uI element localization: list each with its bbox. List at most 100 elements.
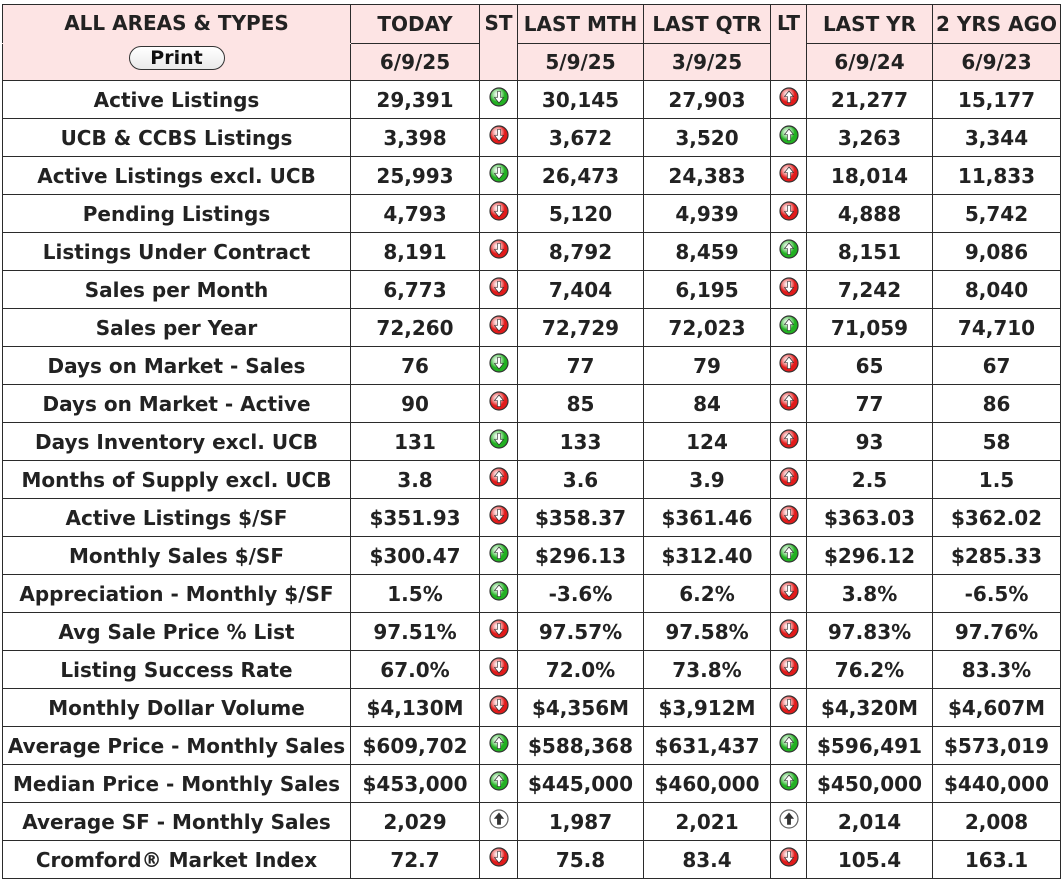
value-last-yr: 77 bbox=[806, 384, 933, 423]
value-last-mth: 72.0% bbox=[517, 650, 644, 689]
table-row: Listing Success Rate 67.0% 72.0% 73.8% 76.2%… bbox=[2, 650, 1061, 689]
arrow-up-green-icon bbox=[778, 315, 799, 335]
arrow-down-green-icon bbox=[488, 163, 509, 183]
value-today: 2,029 bbox=[350, 802, 480, 841]
lt-trend-cell bbox=[770, 460, 807, 499]
col-header-lt: LT bbox=[770, 4, 807, 81]
st-trend-cell bbox=[479, 840, 518, 879]
arrow-down-red-icon bbox=[778, 657, 799, 677]
value-two-yrs: 74,710 bbox=[932, 308, 1061, 347]
arrow-up-green-icon bbox=[778, 239, 799, 259]
value-last-mth: 97.57% bbox=[517, 612, 644, 651]
arrow-up-red-icon bbox=[778, 429, 799, 449]
value-last-yr: $4,320M bbox=[806, 688, 933, 727]
col-title-last-mth: LAST MTH bbox=[523, 12, 638, 36]
print-cell: Print bbox=[2, 43, 351, 81]
value-last-mth: $358.37 bbox=[517, 498, 644, 537]
value-last-qtr: 84 bbox=[643, 384, 771, 423]
value-today: 67.0% bbox=[350, 650, 480, 689]
row-label: Cromford® Market Index bbox=[2, 840, 351, 879]
value-last-yr: $596,491 bbox=[806, 726, 933, 765]
value-last-qtr: 6,195 bbox=[643, 270, 771, 309]
arrow-down-red-icon bbox=[778, 695, 799, 715]
value-last-mth: 30,145 bbox=[517, 80, 644, 119]
value-two-yrs: 5,742 bbox=[932, 194, 1061, 233]
value-today: 72,260 bbox=[350, 308, 480, 347]
col-title-last-yr: LAST YR bbox=[822, 12, 917, 36]
row-label: Active Listings $/SF bbox=[2, 498, 351, 537]
value-today: 76 bbox=[350, 346, 480, 385]
row-label: Average SF - Monthly Sales bbox=[2, 802, 351, 841]
arrow-up-red-icon bbox=[778, 467, 799, 487]
value-today: 72.7 bbox=[350, 840, 480, 879]
row-label: Days Inventory excl. UCB bbox=[2, 422, 351, 461]
arrow-down-red-icon bbox=[488, 619, 509, 639]
col-header-last-mth: LAST MTH bbox=[517, 4, 644, 44]
col-title-today: TODAY bbox=[377, 12, 453, 36]
value-last-qtr: $312.40 bbox=[643, 536, 771, 575]
value-today: 3.8 bbox=[350, 460, 480, 499]
row-label: Median Price - Monthly Sales bbox=[2, 764, 351, 803]
lt-trend-cell bbox=[770, 308, 807, 347]
value-last-yr: 2,014 bbox=[806, 802, 933, 841]
row-label: Active Listings bbox=[2, 80, 351, 119]
value-two-yrs: 83.3% bbox=[932, 650, 1061, 689]
st-trend-cell bbox=[479, 194, 518, 233]
value-last-mth: $445,000 bbox=[517, 764, 644, 803]
table-row: Active Listings excl. UCB 25,993 26,473 24,… bbox=[2, 156, 1061, 195]
row-label: Months of Supply excl. UCB bbox=[2, 460, 351, 499]
value-two-yrs: $362.02 bbox=[932, 498, 1061, 537]
value-last-yr: 21,277 bbox=[806, 80, 933, 119]
value-last-mth: 133 bbox=[517, 422, 644, 461]
st-trend-cell bbox=[479, 460, 518, 499]
st-trend-cell bbox=[479, 232, 518, 271]
value-two-yrs: 3,344 bbox=[932, 118, 1061, 157]
table-row: Average Price - Monthly Sales $609,702 $58… bbox=[2, 726, 1061, 765]
print-button[interactable]: Print bbox=[128, 46, 225, 70]
table-row: Avg Sale Price % List 97.51% 97.57% 97.58% 9… bbox=[2, 612, 1061, 651]
value-two-yrs: 67 bbox=[932, 346, 1061, 385]
col-date-last-mth: 5/9/25 bbox=[517, 43, 644, 81]
arrow-down-red-icon bbox=[488, 125, 509, 145]
value-last-yr: 71,059 bbox=[806, 308, 933, 347]
arrow-up-green-icon bbox=[488, 771, 509, 791]
row-label: Monthly Dollar Volume bbox=[2, 688, 351, 727]
value-last-mth: 8,792 bbox=[517, 232, 644, 271]
lt-trend-cell bbox=[770, 232, 807, 271]
row-label: Days on Market - Sales bbox=[2, 346, 351, 385]
value-last-mth: 7,404 bbox=[517, 270, 644, 309]
area-header: ALL AREAS & TYPES bbox=[2, 4, 351, 44]
value-last-yr: 8,151 bbox=[806, 232, 933, 271]
value-last-mth: 5,120 bbox=[517, 194, 644, 233]
arrow-down-green-icon bbox=[488, 353, 509, 373]
row-label: Appreciation - Monthly $/SF bbox=[2, 574, 351, 613]
col-date-2yrs: 6/9/23 bbox=[932, 43, 1061, 81]
arrow-down-red-icon bbox=[778, 847, 799, 867]
value-today: 131 bbox=[350, 422, 480, 461]
value-two-yrs: 8,040 bbox=[932, 270, 1061, 309]
st-trend-cell bbox=[479, 422, 518, 461]
col-header-last-qtr: LAST QTR bbox=[643, 4, 771, 44]
value-today: $351.93 bbox=[350, 498, 480, 537]
value-last-qtr: 27,903 bbox=[643, 80, 771, 119]
col-title-lt: LT bbox=[776, 11, 801, 35]
value-last-yr: 97.83% bbox=[806, 612, 933, 651]
st-trend-cell bbox=[479, 802, 518, 841]
row-label: Days on Market - Active bbox=[2, 384, 351, 423]
lt-trend-cell bbox=[770, 422, 807, 461]
value-last-mth: 77 bbox=[517, 346, 644, 385]
table-row: Monthly Sales $/SF $300.47 $296.13 $312.40 $… bbox=[2, 536, 1061, 575]
arrow-up-red-icon bbox=[488, 391, 509, 411]
col-header-today: TODAY bbox=[350, 4, 480, 44]
row-label: Active Listings excl. UCB bbox=[2, 156, 351, 195]
row-label: Avg Sale Price % List bbox=[2, 612, 351, 651]
st-trend-cell bbox=[479, 308, 518, 347]
value-today: 97.51% bbox=[350, 612, 480, 651]
value-today: 8,191 bbox=[350, 232, 480, 271]
col-date-last-qtr: 3/9/25 bbox=[643, 43, 771, 81]
value-last-yr: 7,242 bbox=[806, 270, 933, 309]
lt-trend-cell bbox=[770, 612, 807, 651]
arrow-down-green-icon bbox=[488, 87, 509, 107]
arrow-down-red-icon bbox=[778, 619, 799, 639]
row-label: Average Price - Monthly Sales bbox=[2, 726, 351, 765]
